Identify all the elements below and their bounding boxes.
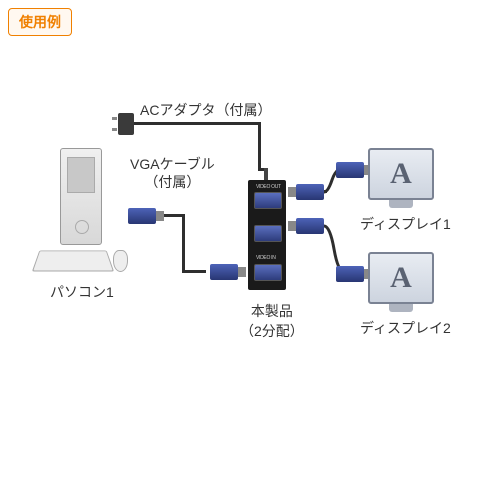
usage-badge: 使用例 — [8, 8, 72, 36]
display2-label: ディスプレイ2 — [360, 318, 451, 338]
vga-port-icon — [254, 225, 282, 242]
product-label: 本製品 （2分配） — [240, 302, 304, 341]
dc-jack-icon — [264, 168, 268, 180]
ac-cable — [258, 122, 261, 170]
port-label: VIDEO OUT — [256, 184, 281, 190]
vga-in-cable — [164, 214, 184, 217]
vga-plug-icon — [336, 162, 364, 178]
splitter-device: VIDEO OUT VIDEO IN — [248, 180, 286, 290]
vga-plug-icon — [210, 264, 238, 280]
vga-plug-icon — [296, 184, 324, 200]
vga-cable-label: VGAケーブル （付属） — [130, 155, 215, 191]
pc-label: パソコン1 — [50, 282, 114, 302]
vga-port-icon — [254, 192, 282, 209]
vga-in-cable — [182, 270, 206, 273]
ac-cable — [134, 122, 260, 125]
monitor-icon: A — [368, 252, 434, 304]
monitor-icon: A — [368, 148, 434, 200]
pc-tower — [60, 148, 102, 245]
display1-label: ディスプレイ1 — [360, 214, 451, 234]
vga-plug-icon — [336, 266, 364, 282]
mouse — [113, 250, 128, 272]
vga-plug-icon — [296, 218, 324, 234]
vga-plug-icon — [128, 208, 156, 224]
port-label: VIDEO IN — [256, 255, 276, 261]
vga-port-icon — [254, 264, 282, 281]
keyboard — [32, 251, 114, 272]
ac-plug-icon — [118, 113, 134, 135]
ac-label: ACアダプタ（付属） — [140, 100, 271, 120]
vga-in-cable — [182, 214, 185, 272]
